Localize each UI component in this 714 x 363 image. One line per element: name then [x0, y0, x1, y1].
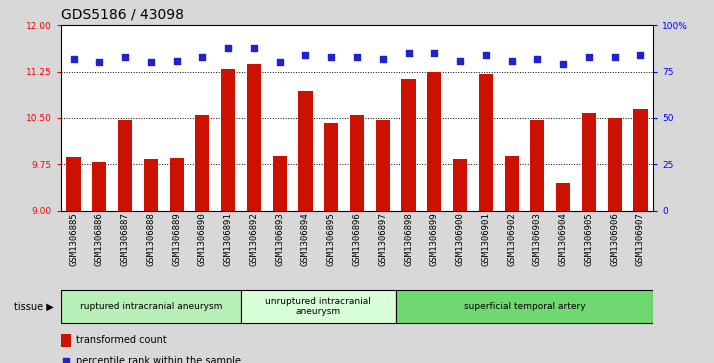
- Point: [454, 58, 466, 64]
- Point: [506, 58, 518, 64]
- Text: ruptured intracranial aneurysm: ruptured intracranial aneurysm: [80, 302, 222, 311]
- Bar: [505, 156, 518, 211]
- Bar: [196, 115, 209, 211]
- Text: GSM1306896: GSM1306896: [353, 212, 361, 266]
- Text: GSM1306907: GSM1306907: [636, 212, 645, 266]
- Bar: [427, 72, 441, 211]
- Bar: [324, 123, 338, 211]
- Bar: [396, 290, 653, 323]
- Point: [60, 358, 71, 363]
- Bar: [376, 120, 390, 211]
- Text: percentile rank within the sample: percentile rank within the sample: [76, 356, 241, 363]
- Bar: [92, 162, 106, 211]
- Text: superficial temporal artery: superficial temporal artery: [463, 302, 585, 311]
- Bar: [66, 157, 81, 211]
- Point: [68, 56, 79, 62]
- Text: GSM1306899: GSM1306899: [430, 212, 439, 266]
- Text: GSM1306887: GSM1306887: [121, 212, 130, 266]
- Text: GSM1306902: GSM1306902: [507, 212, 516, 266]
- Bar: [350, 115, 364, 211]
- Text: GSM1306901: GSM1306901: [481, 212, 491, 266]
- Text: GSM1306895: GSM1306895: [327, 212, 336, 266]
- Point: [196, 54, 208, 60]
- Point: [609, 54, 620, 60]
- Text: transformed count: transformed count: [76, 335, 166, 345]
- Text: GSM1306893: GSM1306893: [275, 212, 284, 266]
- Bar: [582, 113, 596, 211]
- Bar: [479, 74, 493, 211]
- Point: [403, 50, 414, 56]
- Point: [532, 56, 543, 62]
- Text: GSM1306885: GSM1306885: [69, 212, 78, 266]
- Point: [480, 52, 491, 58]
- Point: [223, 45, 234, 50]
- Text: GSM1306900: GSM1306900: [456, 212, 465, 266]
- Text: GSM1306891: GSM1306891: [223, 212, 233, 266]
- Bar: [241, 290, 396, 323]
- Point: [300, 52, 311, 58]
- Point: [145, 60, 156, 65]
- Point: [326, 54, 337, 60]
- Point: [94, 60, 105, 65]
- Text: GSM1306889: GSM1306889: [172, 212, 181, 266]
- Bar: [556, 183, 570, 211]
- Text: GSM1306886: GSM1306886: [95, 212, 104, 266]
- Text: GSM1306903: GSM1306903: [533, 212, 542, 266]
- Text: tissue ▶: tissue ▶: [14, 302, 54, 312]
- Point: [428, 50, 440, 56]
- Point: [119, 54, 131, 60]
- Point: [635, 52, 646, 58]
- Bar: [453, 159, 467, 211]
- Text: GSM1306898: GSM1306898: [404, 212, 413, 266]
- Bar: [401, 79, 416, 211]
- Bar: [273, 156, 287, 211]
- Point: [558, 61, 569, 67]
- Text: GSM1306906: GSM1306906: [610, 212, 619, 266]
- Text: GSM1306890: GSM1306890: [198, 212, 207, 266]
- Point: [583, 54, 595, 60]
- Bar: [298, 91, 313, 211]
- Bar: [221, 69, 235, 211]
- Point: [171, 58, 182, 64]
- Text: GSM1306892: GSM1306892: [249, 212, 258, 266]
- Point: [377, 56, 388, 62]
- Bar: [169, 158, 183, 211]
- Bar: [633, 109, 648, 211]
- Text: GDS5186 / 43098: GDS5186 / 43098: [61, 8, 183, 22]
- Bar: [608, 118, 622, 211]
- Text: GSM1306894: GSM1306894: [301, 212, 310, 266]
- Bar: [247, 64, 261, 211]
- Point: [351, 54, 363, 60]
- Text: GSM1306888: GSM1306888: [146, 212, 156, 266]
- Text: GSM1306897: GSM1306897: [378, 212, 387, 266]
- Bar: [61, 334, 71, 347]
- Point: [248, 45, 260, 50]
- Bar: [531, 120, 545, 211]
- Bar: [144, 159, 158, 211]
- Text: unruptured intracranial
aneurysm: unruptured intracranial aneurysm: [266, 297, 371, 317]
- Text: GSM1306904: GSM1306904: [558, 212, 568, 266]
- Bar: [118, 120, 132, 211]
- Text: GSM1306905: GSM1306905: [584, 212, 593, 266]
- Bar: [61, 290, 241, 323]
- Point: [274, 60, 286, 65]
